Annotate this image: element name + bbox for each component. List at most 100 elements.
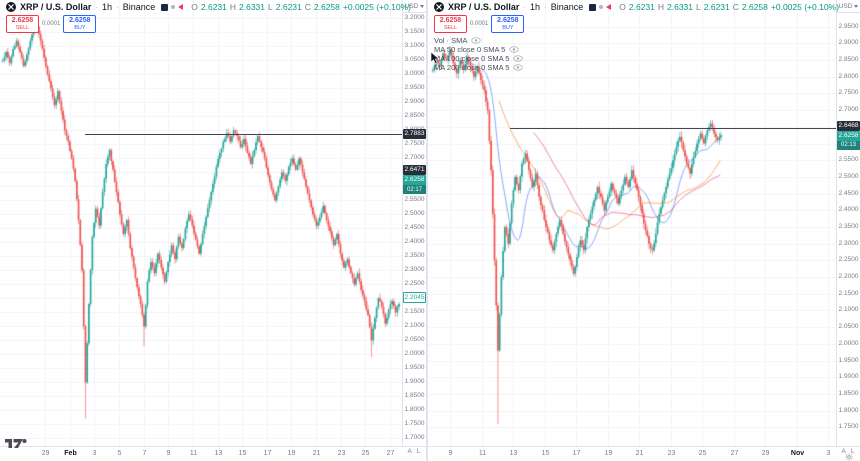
symbol-title[interactable]: XRP / U.S. Dollar	[448, 2, 520, 12]
change-label: +0.0025 (+0.10%)	[770, 2, 839, 12]
time-label: 7	[142, 450, 147, 457]
time-label: 13	[509, 450, 518, 457]
indicator-legend: Vol · SMA MA 50 close 0 SMA 5 MA 100 close…	[434, 36, 839, 72]
xrp-logo-icon	[434, 2, 444, 12]
price-tick-label: 2.1500	[838, 289, 859, 297]
marker-icon	[178, 4, 184, 10]
chart-panel-right: XRP / U.S. Dollar · 1h · Binance O 2.6231…	[428, 0, 860, 461]
price-tick-label: 2.5500	[838, 156, 859, 164]
candlestick-chart-right[interactable]	[428, 0, 836, 446]
buy-button[interactable]: 2.6258 BUY	[491, 15, 525, 33]
dot-icon	[599, 5, 604, 9]
log-scale-button[interactable]: L	[416, 448, 421, 455]
price-tick-label: 2.7000	[838, 106, 859, 114]
price-tick-label: 2.4500	[404, 224, 425, 232]
indicator-row[interactable]: MA 100 close 0 SMA 5	[434, 54, 839, 63]
currency-selector[interactable]: USD	[403, 0, 426, 13]
currency-selector[interactable]: USD	[837, 0, 860, 13]
time-label: 15	[238, 450, 247, 457]
time-label: 29	[41, 450, 50, 457]
price-axis-left[interactable]: USD 3.2000 3.1500 3.1000 3.0500 3.0000 2.9500…	[402, 0, 426, 446]
alert-price-tag[interactable]: 2.2045	[403, 292, 426, 304]
auto-scale-button[interactable]: A	[841, 448, 846, 455]
current-price-tag: 2.6258 02:17	[403, 175, 426, 195]
price-tick-label: 3.1500	[404, 28, 425, 36]
price-tick-label: 1.7000	[404, 434, 425, 442]
exchange-badge-icon[interactable]	[589, 3, 597, 11]
buy-sell-widget: 2.6258 SELL 0.0001 2.6258 BUY	[6, 15, 411, 33]
candlestick-chart-left[interactable]	[0, 0, 402, 446]
time-label: 25	[361, 450, 370, 457]
price-tick-label: 2.9000	[838, 39, 859, 47]
time-label: 15	[541, 450, 550, 457]
price-tick-label: 2.0000	[404, 350, 425, 358]
symbol-title[interactable]: XRP / U.S. Dollar	[20, 2, 92, 12]
horizontal-line-drawing[interactable]	[85, 134, 402, 135]
time-axis-left[interactable]: 29 Feb 3 5 7 9 11 13 15 17 19 21 23 25 27	[0, 446, 426, 461]
price-tick-label: 3.2000	[404, 14, 425, 22]
price-tick-label: 2.5500	[404, 196, 425, 204]
time-axis-right[interactable]: 9 11 13 15 17 19 21 23 25 27 29 Nov 3	[428, 446, 860, 461]
tradingview-logo[interactable]	[5, 437, 27, 449]
price-tick-label: 2.0500	[838, 323, 859, 331]
exchange-label[interactable]: Binance	[122, 2, 156, 12]
time-label: 13	[214, 450, 223, 457]
price-tick-label: 1.9500	[404, 364, 425, 372]
bar-countdown: 02:17	[403, 185, 426, 195]
eye-icon[interactable]	[509, 46, 519, 53]
time-label: 27	[730, 450, 739, 457]
time-label: 11	[478, 450, 487, 457]
price-tick-label: 2.8000	[838, 72, 859, 80]
chart-legend-right: XRP / U.S. Dollar · 1h · Binance O 2.6231…	[434, 2, 839, 72]
price-tick-label: 2.5000	[838, 172, 859, 180]
time-label: 25	[698, 450, 707, 457]
eye-icon[interactable]	[471, 37, 481, 44]
price-tick-label: 1.8000	[404, 406, 425, 414]
sell-button[interactable]: 2.6258 SELL	[6, 15, 39, 33]
price-tick-label: 1.9000	[838, 373, 859, 381]
settings-gear-icon[interactable]	[845, 453, 853, 461]
horizontal-line-drawing[interactable]	[510, 128, 836, 129]
scale-buttons-right: A L	[836, 446, 860, 461]
eye-icon[interactable]	[513, 55, 524, 62]
price-tick-label: 2.7500	[404, 140, 425, 148]
indicator-row[interactable]: MA 50 close 0 SMA 5	[434, 45, 839, 54]
time-label: 29	[761, 450, 770, 457]
price-axis-right[interactable]: USD 2.9500 2.9000 2.8500 2.8000 2.7500 2.7000…	[836, 0, 860, 446]
chevron-down-icon	[854, 4, 859, 8]
price-tick-label: 2.4000	[404, 238, 425, 246]
current-price-tag: 2.6258 02:13	[837, 130, 860, 150]
price-tick-label: 2.1000	[838, 306, 859, 314]
price-tick-label: 2.1500	[404, 308, 425, 316]
exchange-label[interactable]: Binance	[550, 2, 584, 12]
time-label: 19	[287, 450, 296, 457]
time-label: 19	[604, 450, 613, 457]
indicator-row[interactable]: MA 200 close 0 SMA 5	[434, 63, 839, 72]
chart-legend-left: XRP / U.S. Dollar · 1h · Binance O 2.6231…	[6, 2, 411, 33]
price-tick-label: 2.0000	[838, 339, 859, 347]
buy-button[interactable]: 2.6258 BUY	[63, 15, 97, 33]
time-label: 9	[448, 450, 453, 457]
time-label: 17	[263, 450, 272, 457]
price-tick-label: 2.5000	[404, 210, 425, 218]
interval-label[interactable]: 1h	[102, 2, 113, 12]
price-tick-label: 2.2000	[838, 273, 859, 281]
line-price-tag: 2.6468	[837, 120, 860, 131]
exchange-badge-icon[interactable]	[161, 3, 169, 11]
log-scale-button[interactable]: L	[850, 448, 855, 455]
price-tick-label: 2.3000	[404, 266, 425, 274]
price-tick-label: 2.7000	[404, 154, 425, 162]
price-tick-label: 1.8500	[404, 392, 425, 400]
interval-label[interactable]: 1h	[530, 2, 541, 12]
price-tick-label: 1.9500	[838, 356, 859, 364]
line-price-tag: 2.7883	[403, 128, 426, 139]
indicator-row[interactable]: Vol · SMA	[434, 36, 839, 45]
panel-divider[interactable]	[426, 0, 428, 461]
auto-scale-button[interactable]: A	[407, 448, 412, 455]
time-label: 11	[189, 450, 198, 457]
sell-button[interactable]: 2.6258 SELL	[434, 15, 467, 33]
marker-icon	[606, 4, 612, 10]
eye-icon[interactable]	[513, 64, 524, 71]
bar-countdown: 02:13	[837, 140, 860, 150]
